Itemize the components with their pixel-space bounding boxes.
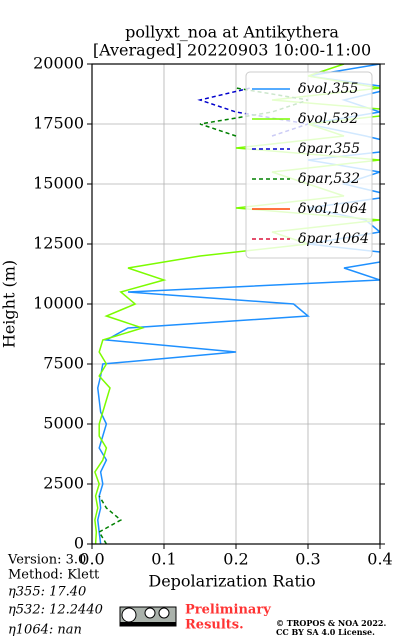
profile-line: [96, 64, 380, 544]
y-tick-label: 5000: [43, 414, 84, 433]
copyright: CC BY SA 4.0 License.: [276, 627, 375, 637]
y-tick-label: 7500: [43, 354, 84, 373]
notice: Preliminary: [185, 603, 271, 618]
y-tick-label: 0: [74, 534, 84, 553]
y-tick-label: 20000: [33, 54, 84, 73]
y-tick-label: 2500: [43, 474, 84, 493]
profile-line: [98, 87, 309, 544]
legend-label: δvol,532: [298, 111, 359, 127]
legend-label: δpar,1064: [298, 231, 369, 247]
chart-title: pollyxt_noa at Antikythera: [125, 23, 339, 42]
info-line: η355: 17.40: [8, 585, 86, 600]
legend-label: δpar,355: [298, 141, 360, 157]
x-axis-label: Depolarization Ratio: [148, 572, 315, 591]
x-tick-label: 0.4: [367, 550, 392, 569]
legend-label: δpar,532: [298, 171, 360, 187]
y-tick-label: 17500: [33, 114, 84, 133]
x-tick-label: 0.3: [295, 550, 320, 569]
legend-label: δvol,1064: [298, 201, 367, 217]
info-line: Version: 3.0: [7, 553, 86, 568]
info-line: η532: 12.2440: [8, 603, 103, 618]
cc-badge: [119, 606, 177, 627]
y-tick-label: 15000: [33, 174, 84, 193]
y-tick-label: 12500: [33, 234, 84, 253]
notice: Results.: [185, 618, 244, 633]
x-tick-label: 0.2: [223, 550, 248, 569]
y-axis-label: Height (m): [0, 260, 19, 348]
legend-label: δvol,355: [298, 81, 359, 97]
info: Version: 3.0 Method: Klett η355: 17.40 η…: [7, 553, 103, 638]
chart-title: [Averaged] 20220903 10:00-11:00: [93, 41, 371, 60]
copyright: © TROPOS & NOA 2022.: [276, 618, 386, 628]
legend: δvol,355 δvol,532 δpar,355 δpar,532 δvol,106…: [245, 71, 373, 259]
info-line: Method: Klett: [8, 568, 100, 583]
x-tick-label: 0.0: [79, 550, 104, 569]
y-tick-label: 10000: [33, 294, 84, 313]
x-tick-label: 0.1: [151, 550, 176, 569]
info-line: η1064: nan: [8, 623, 82, 638]
